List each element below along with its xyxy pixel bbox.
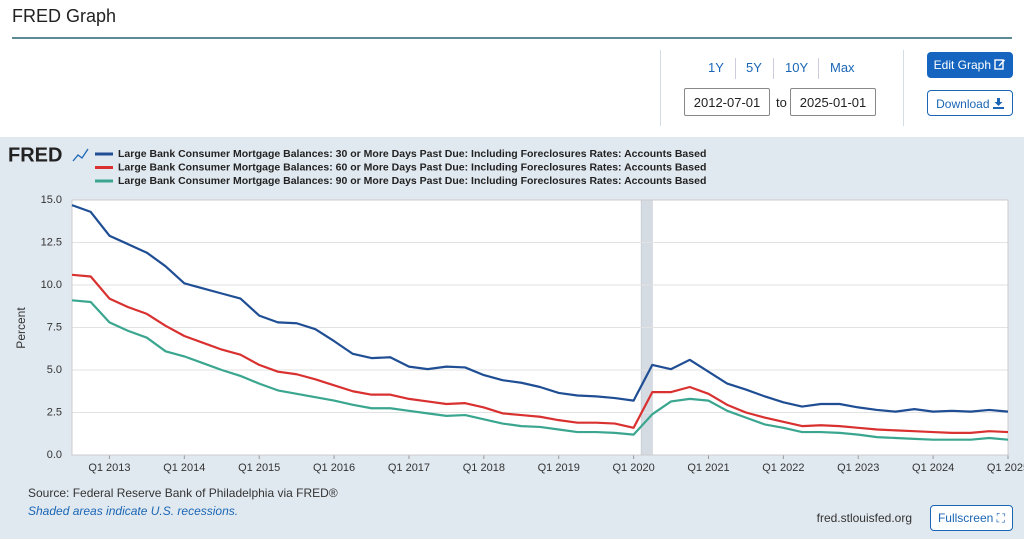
page-title: FRED Graph — [12, 6, 116, 27]
separator — [735, 58, 736, 79]
x-tick-label: Q1 2017 — [388, 462, 430, 474]
x-tick-label: Q1 2019 — [538, 462, 580, 474]
x-tick-label: Q1 2023 — [837, 462, 879, 474]
x-tick-label: Q1 2014 — [163, 462, 205, 474]
y-tick-label: 15.0 — [41, 194, 62, 206]
x-tick-label: Q1 2022 — [762, 462, 804, 474]
y-tick-label: 12.5 — [41, 236, 62, 248]
range-button[interactable]: 5Y — [746, 60, 762, 75]
x-tick-label: Q1 2020 — [612, 462, 654, 474]
y-tick-label: 7.5 — [47, 321, 62, 333]
y-tick-label: 2.5 — [47, 406, 62, 418]
legend-label: Large Bank Consumer Mortgage Balances: 3… — [118, 148, 706, 160]
legend-label: Large Bank Consumer Mortgage Balances: 6… — [118, 161, 706, 173]
x-tick-label: Q1 2024 — [912, 462, 954, 474]
site-url: fred.stlouisfed.org — [817, 511, 912, 525]
edit-icon — [994, 58, 1006, 70]
range-button[interactable]: Max — [830, 60, 855, 75]
button-label: Download — [936, 97, 989, 111]
to-label: to — [776, 95, 787, 110]
recession-note: Shaded areas indicate U.S. recessions. — [28, 504, 238, 518]
download-icon — [993, 98, 1004, 109]
y-tick-label: 0.0 — [47, 449, 62, 461]
source: Source: Federal Reserve Bank of Philadel… — [28, 486, 338, 500]
button-label: Fullscreen — [938, 511, 993, 525]
legend-label: Large Bank Consumer Mortgage Balances: 9… — [118, 175, 706, 187]
x-tick-label: Q1 2018 — [463, 462, 505, 474]
fred-logo: FRED — [8, 144, 62, 166]
separator — [773, 58, 774, 79]
y-tick-label: 10.0 — [41, 279, 62, 291]
x-tick-label: Q1 2016 — [313, 462, 355, 474]
fullscreen-button[interactable]: Fullscreen ⛶ — [930, 505, 1013, 531]
separator — [903, 50, 904, 126]
separator — [818, 58, 819, 79]
range-button[interactable]: 10Y — [785, 60, 808, 75]
x-tick-label: Q1 2015 — [238, 462, 280, 474]
chart: FRED Percent Source: Federal Reserve Ban… — [0, 137, 1024, 539]
x-tick-label: Q1 2013 — [88, 462, 130, 474]
range-button[interactable]: 1Y — [708, 60, 724, 75]
separator — [660, 50, 661, 126]
y-tick-label: 5.0 — [47, 364, 62, 376]
title-rule — [12, 37, 1012, 39]
start-date-input[interactable]: 2012-07-01 — [684, 88, 770, 116]
end-date-input[interactable]: 2025-01-01 — [790, 88, 876, 116]
button-label: Edit Graph — [934, 58, 991, 72]
edit-graph-button[interactable]: Edit Graph — [927, 52, 1013, 78]
x-tick-label: Q1 2025 — [987, 462, 1024, 474]
download-button[interactable]: Download — [927, 90, 1013, 116]
y-axis-label: Percent — [14, 307, 28, 349]
x-tick-label: Q1 2021 — [687, 462, 729, 474]
